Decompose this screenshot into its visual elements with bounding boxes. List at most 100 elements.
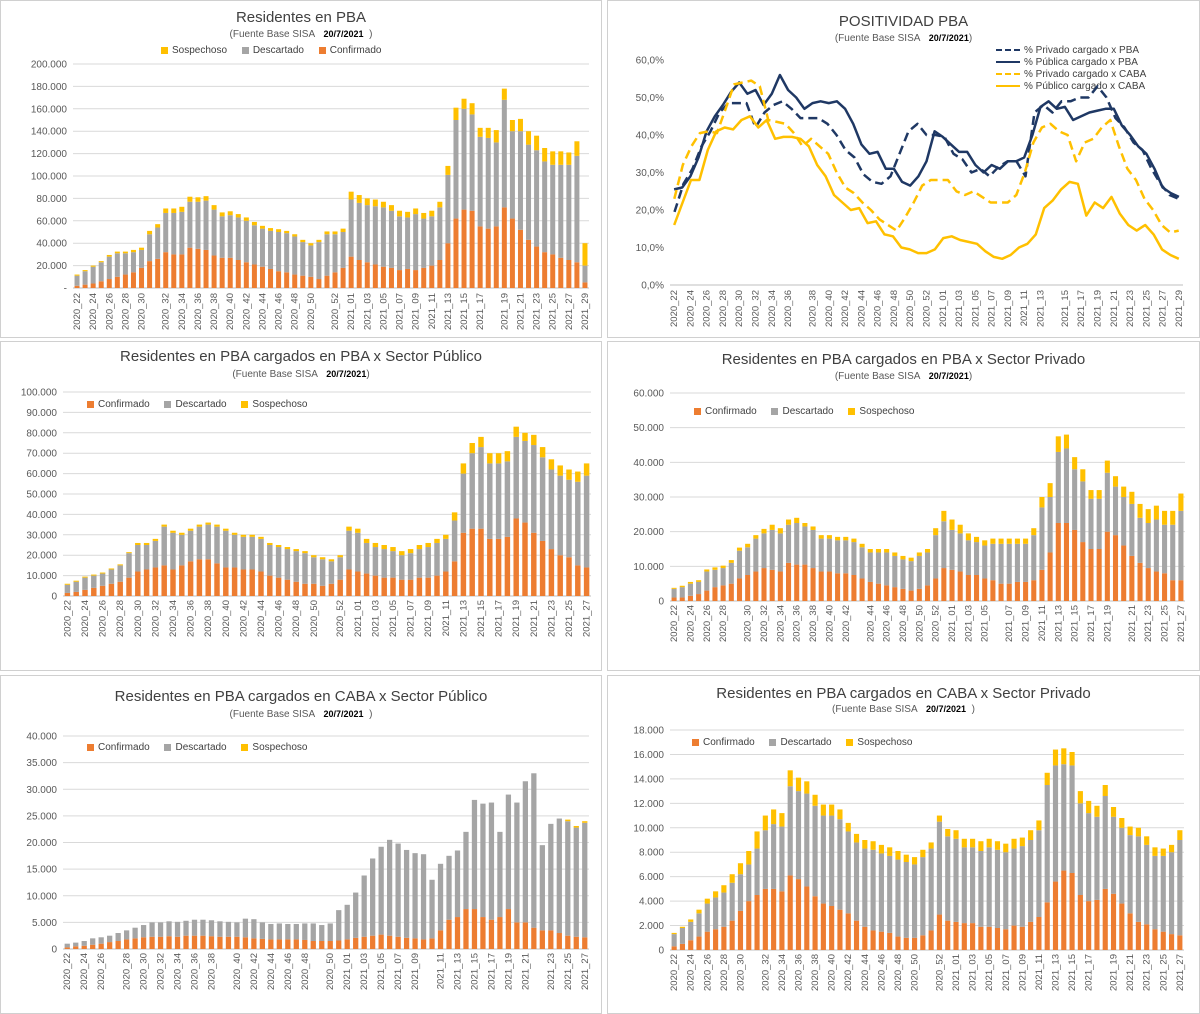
- bar-sospechoso: [1061, 748, 1067, 765]
- bar-descartado: [920, 857, 926, 936]
- bar-confirmado: [130, 272, 136, 288]
- bar-sospechoso: [754, 831, 760, 849]
- x-tick-label: 2021_09: [1003, 290, 1014, 327]
- chart-subtitle: (Fuente Base SISA 20/7/2021): [232, 369, 370, 380]
- bar-confirmado: [187, 561, 194, 596]
- bar-confirmado: [1144, 924, 1150, 950]
- bar-sospechoso: [994, 841, 1001, 850]
- x-tick-label: 2021_09: [1017, 954, 1028, 991]
- bar-confirmado: [539, 930, 545, 949]
- y-tick-label: 100.000: [31, 172, 68, 183]
- bar-descartado: [179, 211, 185, 255]
- bar-confirmado: [234, 936, 240, 949]
- bar-sospechoso: [388, 205, 394, 211]
- bar-descartado: [720, 568, 726, 586]
- bar-sospechoso: [380, 201, 386, 208]
- bar-confirmado: [403, 937, 410, 949]
- x-tick-label: 2020_48: [291, 600, 302, 637]
- bar-confirmado: [762, 888, 768, 950]
- bar-confirmado: [195, 248, 201, 288]
- x-tick-label: 2020_52: [335, 600, 346, 637]
- bar-descartado: [355, 532, 361, 572]
- bar-sospechoso: [671, 587, 677, 589]
- bar-descartado: [73, 942, 79, 947]
- bar-descartado: [928, 848, 934, 931]
- bar-descartado: [573, 827, 579, 937]
- y-tick-label: 4.000: [639, 897, 664, 908]
- bar-sospechoso: [1080, 469, 1086, 482]
- x-tick-label: 2020_44: [256, 600, 267, 637]
- bar-confirmado: [302, 583, 308, 596]
- bar-confirmado: [704, 590, 710, 601]
- bar-sospechoso: [163, 208, 169, 213]
- bar-descartado: [316, 242, 322, 280]
- x-tick-label: 2021_21: [515, 293, 526, 330]
- bar-confirmado: [412, 938, 418, 949]
- x-tick-label: 2021_11: [436, 953, 447, 989]
- legend-item-privado-pba: % Privado cargado x PBA: [996, 45, 1146, 56]
- bar-descartado: [769, 529, 775, 570]
- bar-confirmado: [818, 571, 824, 601]
- legend-item-publica-pba: % Pública cargado x PBA: [996, 57, 1146, 68]
- x-tick-label: 2020_38: [808, 290, 819, 327]
- bar-descartado: [1088, 498, 1094, 549]
- bar-descartado: [916, 555, 922, 589]
- bar-descartado: [994, 849, 1001, 928]
- bar-confirmado: [429, 938, 435, 949]
- bar-descartado: [933, 535, 939, 579]
- bar-confirmado: [223, 567, 229, 596]
- bar-confirmado: [900, 588, 906, 601]
- chart-subtitle: (Fuente Base SISA 20/7/2021 ): [229, 29, 373, 40]
- bar-descartado: [745, 547, 751, 575]
- bar-sospechoso: [187, 528, 194, 531]
- chart-plot-area: 0,0% 10,0% 20,0% 30,0% 40,0% 50,0% 60,0% 2020_2…: [636, 56, 1185, 327]
- legend-item-sospechoso: Sospechoso: [846, 737, 912, 748]
- x-tick-label: 2021_25: [1160, 605, 1171, 642]
- bar-confirmado: [353, 937, 359, 949]
- bar-confirmado: [461, 209, 467, 288]
- bar-sospechoso: [1011, 838, 1017, 849]
- x-tick-label: 2020_24: [79, 953, 90, 990]
- bar-sospechoso: [268, 228, 274, 231]
- bar-confirmado: [1061, 870, 1067, 950]
- bar-sospechoso: [1063, 434, 1069, 449]
- legend-item-sospechoso: Sospechoso: [241, 399, 307, 410]
- bar-descartado: [777, 533, 783, 572]
- bar-confirmado: [437, 260, 443, 288]
- line-publica-pba: [673, 73, 1180, 199]
- bar-sospechoso: [504, 451, 511, 462]
- x-tick-label: 2020_38: [203, 600, 214, 637]
- x-tick-label: 2020_50: [309, 600, 320, 637]
- bar-sospechoso: [1036, 820, 1042, 831]
- x-tick-label: 2020_44: [865, 605, 876, 642]
- bar-descartado: [704, 903, 710, 932]
- bar-sospechoso: [1153, 505, 1159, 520]
- bar-descartado: [843, 540, 849, 574]
- bar-confirmado: [453, 218, 459, 288]
- bar-descartado: [196, 526, 203, 560]
- bar-confirmado: [91, 587, 97, 596]
- bar-confirmado: [106, 279, 112, 288]
- bar-descartado: [353, 892, 359, 938]
- bar-descartado: [152, 540, 159, 568]
- bar-confirmado: [471, 909, 478, 949]
- x-tick-label: 2021_01: [353, 600, 364, 637]
- y-tick-label: 10,0%: [636, 243, 664, 254]
- bar-descartado: [397, 216, 403, 271]
- x-tick-label: 2020_52: [931, 605, 942, 642]
- x-tick-label: 2021_15: [1060, 290, 1071, 327]
- bar-sospechoso: [911, 857, 918, 865]
- x-tick-label: 2020_44: [257, 293, 268, 330]
- bar-confirmado: [74, 285, 80, 288]
- x-tick-label: 2020_24: [80, 600, 91, 637]
- bar-confirmado: [460, 532, 467, 596]
- bar-confirmado: [548, 930, 554, 949]
- bar-confirmado: [445, 243, 451, 288]
- bar-descartado: [754, 848, 760, 895]
- bar-descartado: [348, 199, 354, 257]
- bar-sospechoso: [171, 208, 177, 213]
- bar-confirmado: [378, 934, 384, 949]
- bar-sospechoso: [390, 547, 396, 552]
- bar-confirmado: [696, 936, 702, 950]
- bar-confirmado: [835, 573, 841, 601]
